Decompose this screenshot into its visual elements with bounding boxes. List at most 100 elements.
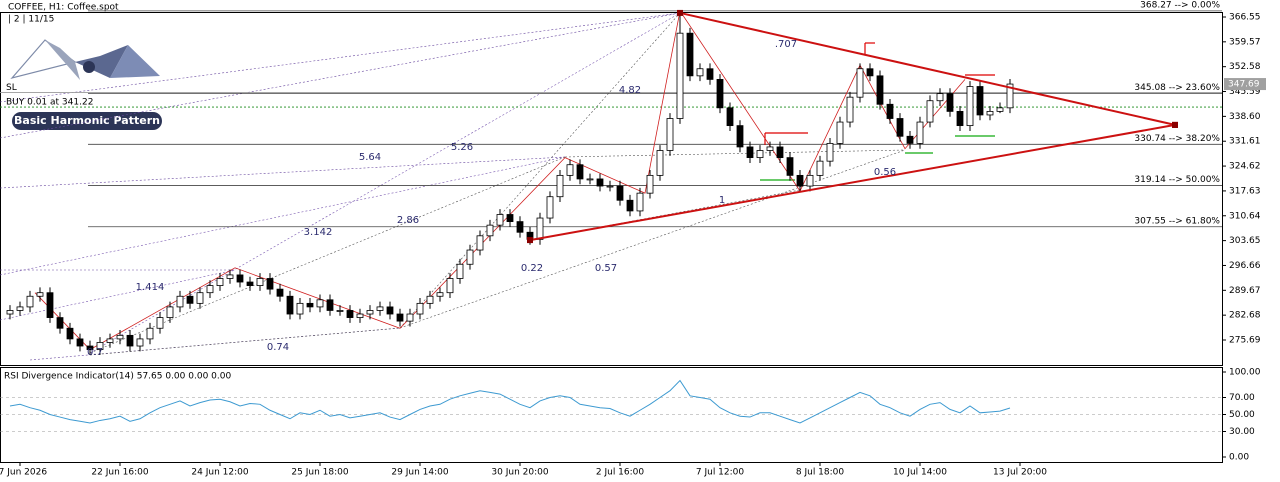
y-tick-label: 338.60 <box>1229 112 1261 122</box>
x-tick-label: 22 Jun 16:00 <box>91 468 148 478</box>
logo-pill <box>12 112 162 130</box>
logo-dot <box>83 61 95 73</box>
candle-body <box>836 121 844 144</box>
candle-body <box>216 278 224 286</box>
candle-body <box>146 327 154 340</box>
ratio-label: 3.142 <box>304 227 333 238</box>
rsi-frame <box>0 367 1223 463</box>
candle-body <box>416 302 424 315</box>
x-tick-label: 2 Jul 16:00 <box>596 468 645 478</box>
ratio-label: 0.22 <box>521 263 543 274</box>
fan-line <box>399 149 906 329</box>
candle-body <box>696 68 704 77</box>
candle-body <box>276 288 284 297</box>
candle-body <box>646 174 654 194</box>
candle-body <box>286 295 294 315</box>
candle-body <box>566 164 574 176</box>
logo-text: Basic Harmonic Pattern <box>14 114 160 127</box>
candle-body <box>976 86 984 116</box>
candle-body <box>96 342 104 350</box>
x-tick-label: 29 Jun 14:00 <box>391 468 448 478</box>
candle-body <box>86 345 94 350</box>
candle-body <box>926 100 934 123</box>
candle-body <box>956 110 964 127</box>
y-tick-label: 359.57 <box>1229 37 1261 47</box>
candle-body <box>916 121 924 144</box>
x-tick-label: 10 Jul 14:00 <box>893 468 947 478</box>
candle-body <box>1006 83 1014 109</box>
candle-body <box>586 178 594 181</box>
candle-body <box>236 274 244 283</box>
candle-body <box>716 79 724 109</box>
harmonic-zigzag <box>34 9 966 351</box>
y-tick-label: 366.55 <box>1229 13 1261 23</box>
symbol: COFFEE, H1: Coffee.spot <box>8 3 119 13</box>
candle-body <box>166 306 174 318</box>
candle-body <box>596 178 604 187</box>
candle-body <box>496 214 504 226</box>
candle-body <box>226 274 234 279</box>
main-frame <box>0 12 1223 366</box>
fan-line <box>0 12 681 139</box>
candle-body <box>886 103 894 119</box>
y-tick-label: 289.67 <box>1229 286 1261 296</box>
candle-body <box>116 334 124 340</box>
candle-body <box>186 295 194 304</box>
candle-body <box>946 93 954 112</box>
y-tick-label: 296.66 <box>1229 261 1261 271</box>
candle-body <box>856 68 864 98</box>
candle-body <box>686 32 694 77</box>
candle-body <box>426 295 434 304</box>
candle-body <box>546 196 554 219</box>
candle-body <box>876 75 884 105</box>
candle-body <box>936 93 944 102</box>
y-tick-label: 282.68 <box>1229 311 1261 321</box>
y-tick-label: 100.00 <box>1229 368 1261 378</box>
candle-body <box>6 310 14 315</box>
ratio-label: 0.56 <box>874 167 896 178</box>
candle-body <box>906 135 914 144</box>
candle-body <box>996 107 1004 112</box>
candle-body <box>756 150 764 159</box>
candle-body <box>256 278 264 286</box>
info: | 2 | 11/15 <box>8 15 54 25</box>
candle-body <box>206 285 214 294</box>
trend-anchor <box>527 237 533 244</box>
candle-body <box>26 295 34 308</box>
ratio-label: 4.82 <box>619 85 641 96</box>
fib-label: 319.14 --> 50.00% <box>1134 175 1220 185</box>
current-price-label: 347.69 <box>1228 80 1260 90</box>
y-tick-label: 70.00 <box>1229 393 1255 403</box>
candle-body <box>556 174 564 198</box>
candle-body <box>406 313 414 322</box>
x-tick-label: 30 Jun 20:00 <box>491 468 548 478</box>
fib-label: 368.27 --> 0.00% <box>1140 1 1220 11</box>
candle-body <box>966 86 974 127</box>
x-tick-label: 24 Jun 12:00 <box>191 468 248 478</box>
ratio-label: 0.7 <box>87 347 103 358</box>
y-tick-label: 0.00 <box>1229 452 1249 462</box>
candle-body <box>136 338 144 347</box>
y-tick-label: 317.63 <box>1229 186 1261 196</box>
candle-body <box>196 292 204 304</box>
candle-body <box>396 313 404 322</box>
trendline <box>529 123 1176 242</box>
fan-line <box>0 156 566 276</box>
candle-body <box>326 299 334 311</box>
fan-line <box>89 327 401 356</box>
ratio-label: 0.74 <box>267 342 289 353</box>
candle-body <box>626 199 634 212</box>
candle-body <box>896 118 904 137</box>
y-tick-label: 30.00 <box>1229 427 1255 437</box>
candle-body <box>606 185 614 188</box>
candle-body <box>706 68 714 80</box>
candle-body <box>156 317 164 329</box>
fan-line <box>0 269 236 321</box>
fan-line <box>89 156 566 354</box>
candle-body <box>746 146 754 159</box>
candle-body <box>316 299 324 308</box>
candle-body <box>506 214 514 222</box>
candle-body <box>636 192 644 212</box>
candle-body <box>816 160 824 176</box>
